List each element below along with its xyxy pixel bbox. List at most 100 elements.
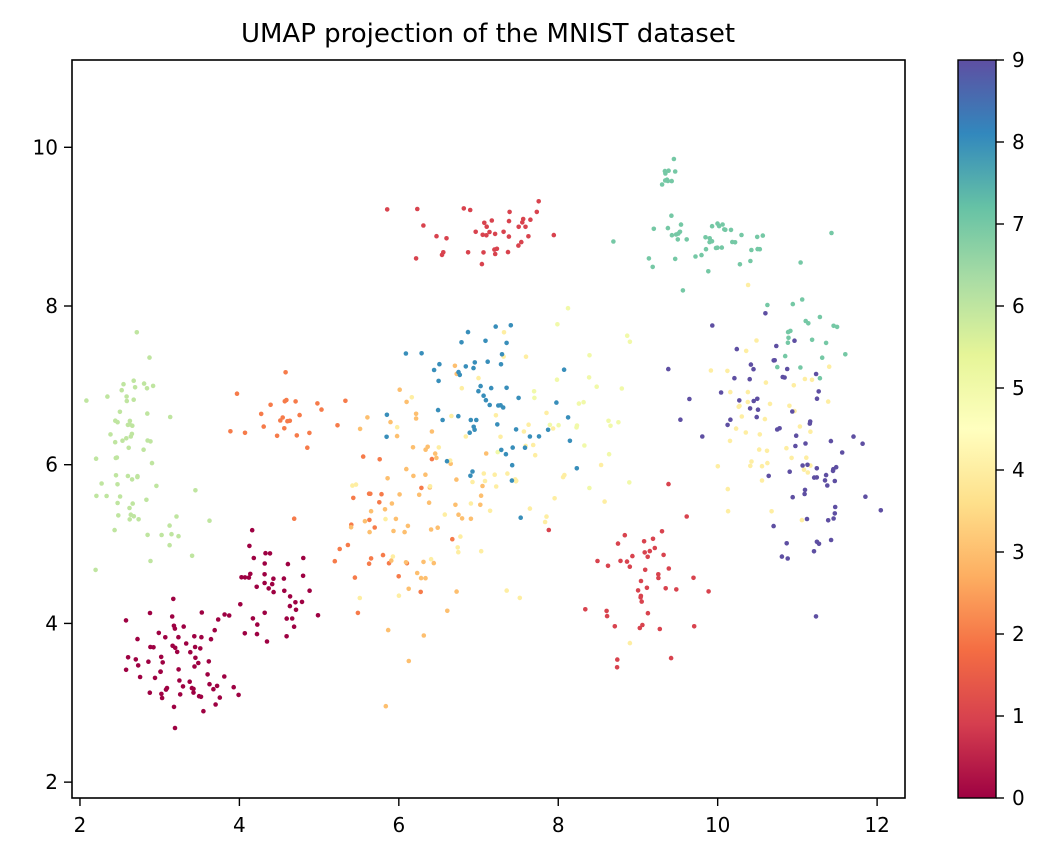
scatter-point-digit-9 bbox=[823, 472, 829, 478]
scatter-point-digit-3 bbox=[418, 575, 424, 581]
scatter-point-digit-7 bbox=[728, 227, 734, 233]
x-tick-label: 4 bbox=[233, 813, 246, 837]
scatter-point-digit-1 bbox=[494, 246, 500, 252]
scatter-point-digit-0 bbox=[213, 702, 218, 707]
scatter-point-digit-2 bbox=[332, 558, 338, 564]
scatter-point-digit-9 bbox=[784, 541, 789, 546]
scatter-point-digit-9 bbox=[803, 441, 808, 446]
scatter-point-digit-9 bbox=[666, 366, 671, 372]
scatter-point-digit-6 bbox=[127, 517, 132, 522]
scatter-point-digit-6 bbox=[124, 436, 129, 441]
scatter-point-digit-8 bbox=[518, 515, 523, 520]
scatter-point-digit-3 bbox=[454, 477, 459, 482]
scatter-point-digit-8 bbox=[384, 434, 389, 440]
scatter-point-digit-8 bbox=[504, 340, 509, 346]
scatter-point-digit-0 bbox=[188, 649, 193, 655]
scatter-point-digit-9 bbox=[825, 483, 830, 488]
scatter-point-digit-5 bbox=[547, 422, 553, 428]
scatter-point-digit-0 bbox=[271, 576, 276, 581]
scatter-point-digit-0 bbox=[123, 618, 129, 623]
scatter-point-digit-8 bbox=[510, 445, 515, 450]
scatter-point-digit-2 bbox=[367, 517, 372, 523]
scatter-point-digit-4 bbox=[476, 375, 481, 381]
scatter-point-digit-6 bbox=[114, 455, 120, 460]
scatter-point-digit-1 bbox=[604, 608, 609, 614]
scatter-point-digit-4 bbox=[521, 429, 527, 434]
scatter-point-digit-0 bbox=[160, 660, 165, 665]
scatter-point-digit-6 bbox=[144, 386, 150, 391]
colorbar-tick-label: 3 bbox=[1012, 540, 1025, 564]
scatter-point-digit-9 bbox=[747, 376, 752, 382]
scatter-point-digit-2 bbox=[335, 423, 340, 428]
scatter-point-digit-9 bbox=[832, 511, 838, 516]
scatter-point-digit-1 bbox=[473, 229, 479, 235]
scatter-point-digit-1 bbox=[583, 607, 588, 612]
scatter-point-digit-0 bbox=[191, 686, 196, 692]
scatter-point-digit-1 bbox=[536, 199, 541, 204]
scatter-point-digit-0 bbox=[181, 624, 186, 629]
scatter-point-digit-6 bbox=[104, 493, 109, 499]
scatter-point-digit-6 bbox=[129, 477, 135, 482]
scatter-point-digit-7 bbox=[806, 321, 811, 326]
scatter-point-digit-3 bbox=[429, 429, 435, 434]
scatter-point-digit-0 bbox=[271, 589, 276, 595]
scatter-point-digit-0 bbox=[291, 624, 297, 629]
scatter-point-digit-5 bbox=[587, 485, 592, 491]
scatter-point-digit-0 bbox=[284, 616, 290, 621]
scatter-point-digit-5 bbox=[582, 443, 587, 448]
scatter-point-digit-9 bbox=[832, 504, 838, 510]
scatter-point-digit-7 bbox=[817, 375, 823, 381]
scatter-point-digit-3 bbox=[426, 500, 432, 506]
scatter-point-digit-2 bbox=[280, 415, 286, 420]
scatter-point-digit-9 bbox=[851, 434, 856, 439]
scatter-point-digit-9 bbox=[814, 539, 820, 545]
scatter-point-digit-8 bbox=[476, 388, 481, 394]
scatter-point-digit-1 bbox=[666, 566, 672, 571]
scatter-point-digit-3 bbox=[389, 501, 395, 506]
colorbar-tick-label: 1 bbox=[1012, 704, 1025, 728]
scatter-point-digit-4 bbox=[743, 430, 749, 435]
scatter-point-digit-0 bbox=[169, 614, 175, 619]
scatter-point-digit-6 bbox=[189, 553, 195, 559]
scatter-point-digit-0 bbox=[301, 555, 306, 561]
scatter-point-digit-0 bbox=[247, 543, 252, 549]
scatter-point-digit-0 bbox=[269, 581, 275, 587]
scatter-point-digit-0 bbox=[300, 573, 306, 579]
scatter-point-digit-8 bbox=[504, 385, 509, 391]
scatter-point-digit-4 bbox=[769, 509, 774, 514]
scatter-point-digit-0 bbox=[125, 655, 131, 660]
scatter-point-digit-6 bbox=[147, 355, 152, 360]
scatter-point-digit-6 bbox=[167, 523, 172, 528]
scatter-point-digit-1 bbox=[421, 223, 426, 228]
scatter-point-digit-1 bbox=[413, 256, 419, 261]
scatter-point-digit-2 bbox=[282, 399, 288, 404]
scatter-point-digit-3 bbox=[414, 570, 420, 576]
scatter-point-digit-4 bbox=[767, 401, 773, 407]
scatter-point-digit-5 bbox=[531, 389, 537, 394]
scatter-point-digit-3 bbox=[402, 529, 407, 535]
scatter-point-digit-0 bbox=[242, 575, 248, 580]
scatter-point-digit-9 bbox=[678, 417, 683, 423]
scatter-point-digit-5 bbox=[608, 423, 613, 429]
scatter-point-digit-2 bbox=[372, 525, 378, 530]
scatter-point-digit-6 bbox=[167, 542, 172, 548]
scatter-point-digit-0 bbox=[215, 617, 221, 622]
scatter-point-digit-8 bbox=[509, 462, 515, 468]
scatter-point-digit-4 bbox=[715, 464, 721, 469]
scatter-point-digit-2 bbox=[261, 424, 267, 429]
scatter-point-digit-6 bbox=[174, 514, 179, 519]
scatter-point-digit-4 bbox=[739, 414, 745, 419]
scatter-point-digit-9 bbox=[792, 338, 797, 344]
scatter-point-digit-2 bbox=[396, 574, 402, 579]
scatter-point-digit-4 bbox=[396, 593, 402, 598]
scatter-point-digit-1 bbox=[644, 585, 650, 591]
scatter-point-digit-1 bbox=[492, 231, 498, 237]
scatter-point-digit-5 bbox=[554, 377, 560, 383]
scatter-point-digit-0 bbox=[238, 602, 243, 607]
scatter-point-digit-7 bbox=[715, 221, 720, 226]
scatter-point-digit-4 bbox=[350, 483, 355, 488]
scatter-point-digit-4 bbox=[805, 470, 811, 475]
scatter-point-digit-3 bbox=[421, 559, 426, 565]
scatter-point-digit-6 bbox=[145, 532, 150, 538]
scatter-point-digit-0 bbox=[293, 607, 299, 613]
